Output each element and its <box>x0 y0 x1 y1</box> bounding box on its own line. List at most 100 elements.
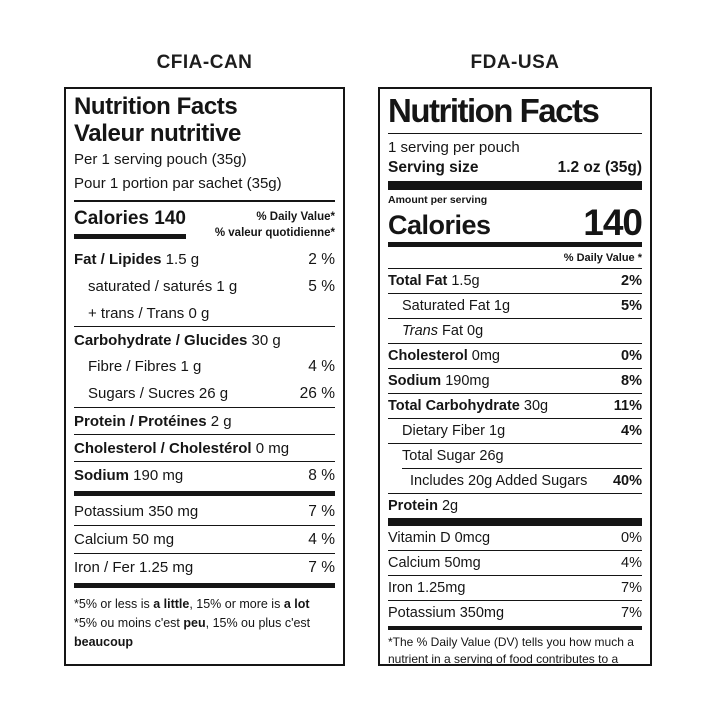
nutrient-row-total-fat: Total Fat 1.5g 2% <box>388 268 642 293</box>
daily-value: 5% <box>621 298 642 315</box>
cfia-footnote-en: *5% or less is a little, 15% or more is … <box>74 597 310 612</box>
thick-divider <box>74 491 335 497</box>
fda-serving-size-label: Serving size <box>388 159 479 177</box>
cfia-nutrition-label: Nutrition Facts Valeur nutritive Per 1 s… <box>64 87 345 666</box>
cfia-heading-fr: Valeur nutritive <box>74 119 241 147</box>
nutrient-row-fat: Fat / Lipides 1.5 g 2 % <box>74 246 335 273</box>
nutrient-name: Total Sugar 26g <box>402 448 504 465</box>
medium-divider <box>388 626 642 631</box>
nutrient-row-carbohydrate: Carbohydrate / Glucides 30 g <box>74 327 335 353</box>
nutrient-name: Fibre / Fibres 1 g <box>88 357 202 375</box>
daily-value: 0% <box>621 530 642 547</box>
daily-value: 2% <box>621 273 642 290</box>
cfia-heading-en: Nutrition Facts <box>74 93 238 120</box>
cfia-serving-fr: Pour 1 portion par sachet (35g) <box>74 174 282 192</box>
nutrient-row-total-sugar: Total Sugar 26g <box>388 443 642 468</box>
divider <box>74 407 335 409</box>
daily-value: 4% <box>621 555 642 572</box>
nutrient-name: Sugars / Sucres 26 g <box>88 384 229 402</box>
nutrient-name: Saturated Fat 1g <box>402 298 511 315</box>
nutrient-name: saturated / saturés 1 g <box>88 277 238 295</box>
daily-value: 7 % <box>308 502 335 520</box>
daily-value: 8% <box>621 373 642 390</box>
cfia-calories-value: Calories 140 <box>74 208 186 239</box>
nutrient-name: + trans / Trans 0 g <box>88 304 210 322</box>
nutrient-name: Cholesterol 0mg <box>388 348 501 365</box>
nutrient-row-sodium: Sodium 190 mg 8 % <box>74 462 335 489</box>
nutrient-name: Potassium 350mg <box>388 605 505 622</box>
daily-value: 40% <box>612 473 642 490</box>
nutrient-row-iron: Iron 1.25mg 7% <box>388 575 642 600</box>
nutrient-row-calcium: Calcium 50 mg 4 % <box>74 526 335 553</box>
nutrient-name: Protein 2g <box>388 498 459 515</box>
cfia-dv-header-en: % Daily Value* <box>256 210 335 223</box>
nutrient-name: Cholesterol / Cholestérol 0 mg <box>74 439 290 457</box>
daily-value: 4 % <box>308 357 335 375</box>
nutrient-row-total-carbohydrate: Total Carbohydrate 30g 11% <box>388 393 642 418</box>
nutrient-row-sodium: Sodium 190mg 8% <box>388 368 642 393</box>
nutrient-row-saturated: saturated / saturés 1 g 5 % <box>74 273 335 300</box>
nutrient-row-added-sugars: Includes 20g Added Sugars 40% <box>402 468 642 493</box>
nutrient-name: Total Fat 1.5g <box>388 273 480 290</box>
nutrient-name: Carbohydrate / Glucides 30 g <box>74 331 281 349</box>
daily-value: 7% <box>621 580 642 597</box>
fda-panel-title: FDA-USA <box>470 51 560 73</box>
fda-daily-value-header: % Daily Value * <box>563 252 642 265</box>
divider <box>74 461 335 463</box>
nutrient-name: Fat / Lipides 1.5 g <box>74 250 200 268</box>
cfia-serving-en: Per 1 serving pouch (35g) <box>74 150 247 168</box>
daily-value: 4 % <box>308 530 335 548</box>
nutrient-name: Dietary Fiber 1g <box>402 423 506 440</box>
fda-amount-per-serving: Amount per serving <box>388 194 488 207</box>
nutrient-row-iron: Iron / Fer 1.25 mg 7 % <box>74 554 335 581</box>
cfia-footnote: *5% or less is a little, 15% or more is … <box>74 590 335 651</box>
daily-value: 4% <box>621 423 642 440</box>
nutrient-name: Potassium 350 mg <box>74 502 199 520</box>
nutrient-name: Trans Fat 0g <box>402 323 484 340</box>
thick-divider <box>74 583 335 589</box>
nutrient-name: Includes 20g Added Sugars <box>410 473 588 490</box>
daily-value: 26 % <box>299 384 335 402</box>
nutrient-name: Sodium 190mg <box>388 373 490 390</box>
divider <box>74 525 335 527</box>
nutrient-row-sugars: Sugars / Sucres 26 g 26 % <box>74 380 335 407</box>
nutrient-name: Total Carbohydrate 30g <box>388 398 549 415</box>
cfia-calories-row: Calories 140 % Daily Value* % valeur quo… <box>74 202 335 246</box>
nutrient-name: Protein / Protéines 2 g <box>74 412 232 430</box>
divider <box>74 326 335 328</box>
nutrient-row-cholesterol: Cholesterol 0mg 0% <box>388 343 642 368</box>
nutrient-row-vitamin-d: Vitamin D 0mcg 0% <box>388 526 642 550</box>
nutrient-name: Calcium 50mg <box>388 555 481 572</box>
nutrient-row-cholesterol: Cholesterol / Cholestérol 0 mg <box>74 435 335 461</box>
nutrient-row-protein: Protein 2g <box>388 493 642 518</box>
thick-divider <box>388 181 642 191</box>
daily-value: 8 % <box>308 466 335 484</box>
nutrient-name: Iron / Fer 1.25 mg <box>74 558 194 576</box>
daily-value: 7% <box>621 605 642 622</box>
nutrient-name: Iron 1.25mg <box>388 580 466 597</box>
nutrient-name: Vitamin D 0mcg <box>388 530 491 547</box>
fda-footnote: *The % Daily Value (DV) tells you how mu… <box>388 635 634 666</box>
fda-calories-value: 140 <box>583 202 643 244</box>
thick-divider <box>388 518 642 527</box>
cfia-daily-value-header: % Daily Value* % valeur quotidienne* <box>215 208 335 242</box>
cfia-footnote-fr: *5% ou moins c'est peu, 15% ou plus c'es… <box>74 615 311 649</box>
nutrient-row-fibre: Fibre / Fibres 1 g 4 % <box>74 353 335 380</box>
medium-divider <box>388 242 642 248</box>
cfia-dv-header-fr: % valeur quotidienne* <box>214 227 335 240</box>
nutrient-row-saturated-fat: Saturated Fat 1g 5% <box>388 293 642 318</box>
divider <box>74 199 335 202</box>
nutrient-row-trans-fat: Trans Fat 0g <box>388 318 642 343</box>
divider <box>74 434 335 436</box>
nutrient-row-dietary-fiber: Dietary Fiber 1g 4% <box>388 418 642 443</box>
divider <box>74 553 335 555</box>
fda-calories-row: Calories 140 <box>388 202 643 244</box>
nutrient-row-protein: Protein / Protéines 2 g <box>74 408 335 434</box>
nutrient-name: Sodium 190 mg <box>74 466 184 484</box>
fda-serving-size-value: 1.2 oz (35g) <box>557 159 642 177</box>
daily-value: 7 % <box>308 558 335 576</box>
fda-calories-label: Calories <box>388 210 491 241</box>
nutrient-row-calcium: Calcium 50mg 4% <box>388 550 642 575</box>
fda-servings-per-container: 1 serving per pouch <box>388 138 520 156</box>
